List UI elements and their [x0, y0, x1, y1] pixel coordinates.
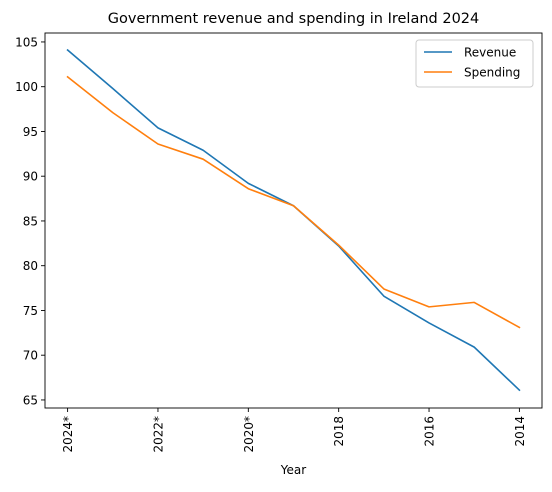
axes-frame [44, 32, 543, 409]
x-axis-label: Year [280, 463, 306, 477]
x-tick-label: 2022* [151, 416, 165, 453]
y-tick-label: 90 [23, 170, 38, 184]
axes: 65 70 75 80 85 90 95 100 105 2024* 2022* 2020* 2018 2… [15, 32, 543, 453]
y-tick-label: 105 [15, 35, 38, 49]
y-tick-label: 100 [15, 80, 38, 94]
legend-label-spending: Spending [464, 66, 520, 80]
legend: Revenue Spending [415, 39, 534, 88]
y-tick-label: 70 [23, 349, 38, 363]
y-tick-label: 95 [23, 125, 38, 139]
y-tick-label: 75 [23, 304, 38, 318]
x-tick-label: 2018 [332, 416, 346, 447]
series-line-revenue [66, 48, 521, 392]
x-tick-label: 2024* [61, 416, 75, 453]
plot-area [66, 48, 521, 392]
y-tick-label: 85 [23, 214, 38, 228]
legend-label-revenue: Revenue [464, 46, 516, 60]
y-tick-label: 65 [23, 393, 38, 407]
x-tick-label: 2020* [242, 416, 256, 453]
y-tick-label: 80 [23, 259, 38, 273]
series-line-spending [66, 75, 521, 329]
x-tick-label: 2014 [513, 416, 527, 447]
chart-title: Government revenue and spending in Irela… [108, 11, 480, 27]
x-tick-label: 2016 [423, 416, 437, 447]
